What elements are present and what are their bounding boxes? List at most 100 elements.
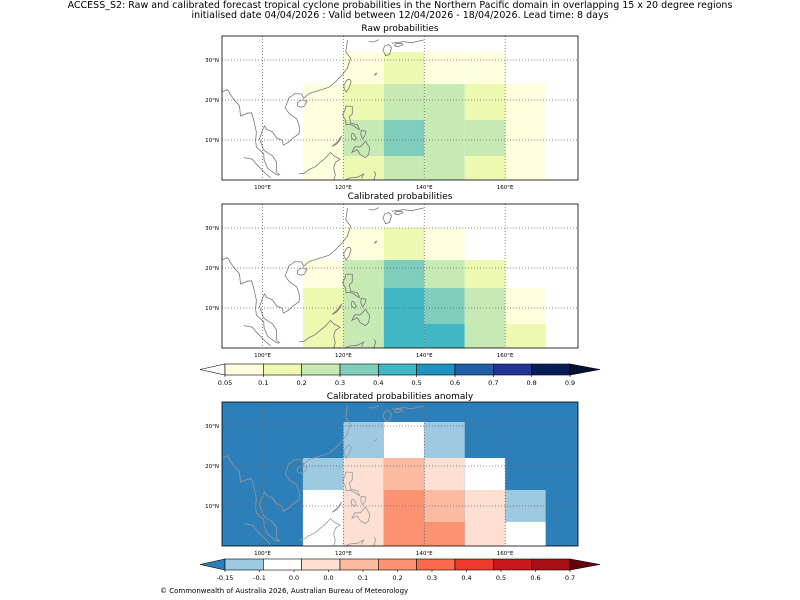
colorbar-swatch [416,558,456,571]
probability-cell [302,288,344,324]
x-tick-label: 160°E [497,551,514,557]
colorbar-tick-label: 0.3 [335,379,345,387]
coastline [368,405,380,409]
probability-cell [424,228,465,260]
colorbar-swatch [339,558,379,571]
coastline [342,273,361,299]
coastline [393,408,404,414]
coastline [382,43,392,57]
coastline [331,303,343,315]
colorbar-swatch [263,558,302,571]
probability-cell [302,260,344,288]
coastline [391,39,424,44]
colorbar-tick-label: 0.6 [530,574,540,582]
colorbar-tick-label: 0.5 [411,379,421,387]
colorbar-tick-label: 0.1 [258,379,268,387]
coastline [222,405,352,542]
probability-cell [383,522,425,546]
colorbar-swatch [224,363,264,376]
probability-cell [302,84,344,120]
colorbar-swatch [224,558,264,571]
x-tick-label: 100°E [254,551,271,557]
colorbar-swatch [301,363,341,376]
probability-cell [383,52,425,84]
coastline [343,78,352,93]
coastline [298,319,341,348]
colorbar-swatch [301,558,341,571]
probability-cell [383,228,425,260]
probability-cell [383,288,425,324]
colorbar-tick-label: 0.9 [565,379,575,387]
coastline [296,465,308,474]
colorbar-swatch [531,363,571,376]
colorbar-extend-high [569,558,601,571]
y-tick-label: 30°N [205,424,219,430]
coastline [345,173,365,180]
colorbar-tick-label: 0.2 [392,574,402,582]
coastline [351,498,357,507]
x-tick-label: 120°E [335,353,352,359]
x-tick-label: 100°E [254,185,271,191]
calibrated-probabilities-map: 100°E 120°E 140°E 160°E 10°N 20°N 30°N [205,203,579,359]
probability-cell [383,260,425,288]
coastline [373,438,378,442]
coastline [298,517,341,546]
colorbar-tick-label: -0.15 [217,574,234,582]
probability-cell [464,260,506,288]
coastline [391,405,424,410]
coastline [351,132,357,141]
coastline [296,99,308,108]
colorbar-extend-low [199,558,226,571]
probability-cell [424,120,465,156]
colorbar-swatch [493,363,532,376]
probability-cell [464,156,506,180]
y-tick-label: 20°N [205,266,219,272]
probability-cell [424,84,465,120]
colorbar-tick-label: 0.0 [323,574,333,582]
coastline [343,246,352,261]
coastline [222,207,352,344]
coastline [345,341,365,348]
coastline [373,72,378,76]
probability-cell [424,260,465,288]
coastline [350,308,371,327]
probability-cell [343,84,384,120]
coastline [350,140,371,159]
coastline [393,42,404,48]
probability-cell [343,490,384,546]
coastline [360,129,367,140]
panel-title-raw: Raw probabilities [361,24,439,34]
coastline [373,339,377,348]
probability-cell [505,156,546,180]
colorbar-tick-label: 0.5 [496,574,506,582]
probability-cell [383,324,425,348]
y-tick-label: 10°N [205,138,219,144]
map-frame [221,35,579,181]
probability-cell [343,228,384,260]
y-tick-label: 30°N [205,226,219,232]
probability-cell [505,120,546,156]
colorbar-tick-label: -0.1 [253,574,266,582]
coastline [331,501,343,513]
panel-title-calibrated: Calibrated probabilities [347,192,453,202]
coastline [393,210,404,216]
raw-probabilities-map: 100°E 120°E 140°E 160°E 10°N 20°N 30°N [205,35,579,191]
probability-cell [424,52,465,84]
coastline [382,409,392,423]
x-tick-label: 140°E [416,551,433,557]
probability-cell [383,490,425,522]
colorbar-tick-label: 0.7 [565,574,575,582]
x-tick-label: 120°E [335,185,352,191]
colorbar-swatch [493,558,532,571]
coastline [373,537,377,546]
colorbar-extend-low [199,363,226,376]
y-tick-label: 20°N [205,464,219,470]
probability-cell [424,458,465,490]
colorbar-swatch [454,363,494,376]
probability-cell [464,324,506,348]
probability-cell [505,522,546,546]
colorbar-swatch [378,363,417,376]
probability-cell [302,120,344,156]
probability-cell [464,490,506,522]
colorbar-tick-label: 0.4 [461,574,471,582]
